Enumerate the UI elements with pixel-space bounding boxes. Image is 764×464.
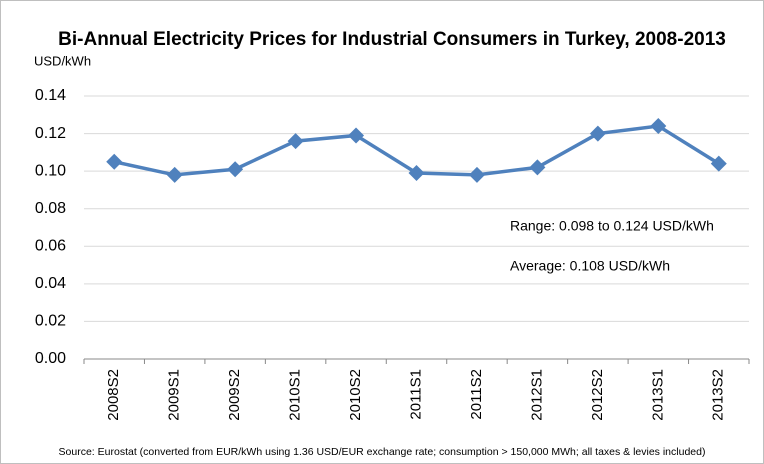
data-point <box>650 118 667 135</box>
x-tick-label: 2008S2 <box>105 369 122 421</box>
y-tick-label: 0.04 <box>35 275 66 292</box>
annotation: Average: 0.108 USD/kWh <box>510 258 670 274</box>
x-tick-label: 2013S2 <box>710 369 727 421</box>
y-tick-label: 0.10 <box>35 162 66 179</box>
data-point <box>106 153 123 170</box>
y-tick-label: 0.06 <box>35 238 66 255</box>
data-point <box>710 155 727 172</box>
y-tick-label: 0.00 <box>35 350 66 367</box>
data-point <box>287 133 304 150</box>
data-point <box>589 125 606 142</box>
x-tick-label: 2009S1 <box>166 369 183 421</box>
annotation: Range: 0.098 to 0.124 USD/kWh <box>510 218 714 234</box>
data-point <box>227 161 244 178</box>
data-point <box>166 166 183 183</box>
source-note: Source: Eurostat (converted from EUR/kWh… <box>59 446 706 458</box>
y-axis-label: USD/kWh <box>34 53 91 68</box>
y-tick-label: 0.12 <box>35 125 66 142</box>
x-tick-label: 2011S2 <box>468 369 485 420</box>
x-tick-label: 2010S2 <box>347 369 364 421</box>
y-tick-label: 0.14 <box>35 87 66 104</box>
data-point <box>348 127 365 144</box>
x-tick-label: 2009S2 <box>226 369 243 421</box>
x-tick-label: 2010S1 <box>287 369 304 421</box>
x-tick-label: 2012S1 <box>528 369 545 421</box>
y-tick-label: 0.08 <box>35 200 66 217</box>
x-tick-label: 2013S1 <box>649 369 666 421</box>
chart-title: Bi-Annual Electricity Prices for Industr… <box>58 29 726 50</box>
y-tick-label: 0.02 <box>35 313 66 330</box>
x-tick-label: 2012S2 <box>589 369 606 421</box>
x-tick-label: 2011S1 <box>407 369 424 420</box>
data-point <box>468 166 485 183</box>
data-point <box>408 165 425 182</box>
data-point <box>529 159 546 176</box>
